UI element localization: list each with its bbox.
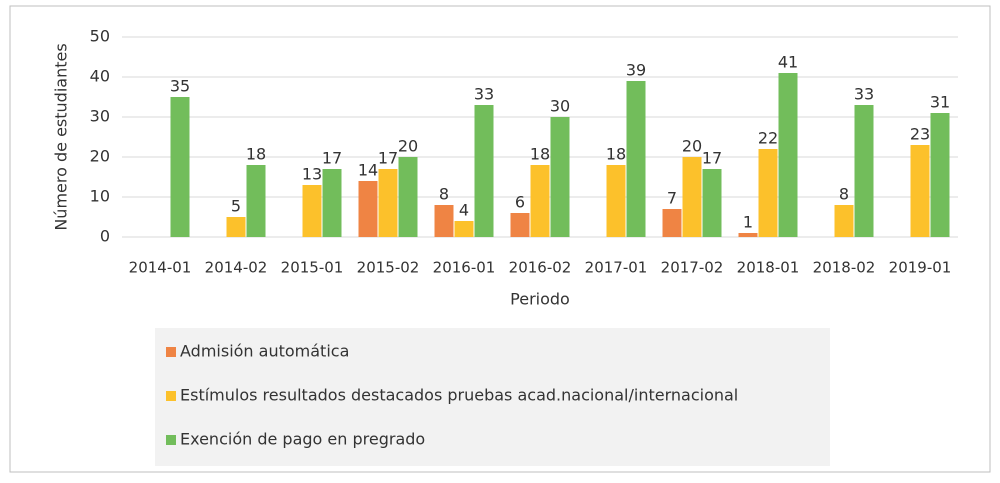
bar [738, 233, 758, 237]
bar [834, 205, 854, 237]
x-tick-label: 2017-02 [661, 259, 724, 277]
data-label: 20 [398, 137, 418, 156]
data-label: 33 [854, 85, 874, 104]
x-tick-label: 2016-02 [509, 259, 572, 277]
y-tick-label: 50 [90, 27, 110, 46]
bar [378, 169, 398, 237]
x-tick-label: 2018-01 [737, 259, 800, 277]
bar [226, 217, 246, 237]
data-label: 20 [682, 137, 702, 156]
data-label: 5 [231, 197, 241, 216]
data-label: 14 [358, 161, 378, 180]
bar [702, 169, 722, 237]
bar [682, 157, 702, 237]
bar [758, 149, 778, 237]
y-axis-title: Número de estudiantes [52, 43, 71, 230]
data-label: 18 [606, 145, 626, 164]
data-label: 23 [910, 125, 930, 144]
bar [302, 185, 322, 237]
y-tick-label: 0 [100, 227, 110, 246]
data-label: 17 [322, 149, 342, 168]
x-tick-label: 2014-02 [205, 259, 268, 277]
bar [550, 117, 570, 237]
legend-box [155, 328, 830, 466]
data-label: 1 [743, 213, 753, 232]
data-label: 17 [378, 149, 398, 168]
bar [854, 105, 874, 237]
data-label: 22 [758, 129, 778, 148]
bar [358, 181, 378, 237]
data-label: 18 [530, 145, 550, 164]
x-tick-label: 2015-02 [357, 259, 420, 277]
y-tick-label: 30 [90, 107, 110, 126]
y-tick-label: 40 [90, 67, 110, 86]
bar [530, 165, 550, 237]
bar [454, 221, 474, 237]
data-label: 31 [930, 93, 950, 112]
bar [434, 205, 454, 237]
bar [170, 97, 190, 237]
x-axis-title: Periodo [510, 290, 570, 309]
data-label: 18 [246, 145, 266, 164]
bar [606, 165, 626, 237]
bar [474, 105, 494, 237]
legend-swatch [166, 391, 176, 401]
legend-label: Exención de pago en pregrado [180, 430, 425, 449]
bar [930, 113, 950, 237]
bar [626, 81, 646, 237]
bar [510, 213, 530, 237]
data-label: 33 [474, 85, 494, 104]
legend-swatch [166, 347, 176, 357]
data-label: 13 [302, 165, 322, 184]
bar [322, 169, 342, 237]
bar [398, 157, 418, 237]
x-tick-label: 2017-01 [585, 259, 648, 277]
legend-label: Admisión automática [180, 342, 349, 361]
data-label: 8 [839, 185, 849, 204]
data-label: 41 [778, 53, 798, 72]
data-label: 17 [702, 149, 722, 168]
data-label: 35 [170, 77, 190, 96]
y-tick-label: 10 [90, 187, 110, 206]
legend-label: Estímulos resultados destacados pruebas … [180, 386, 738, 405]
x-tick-label: 2014-01 [129, 259, 192, 277]
legend-swatch [166, 435, 176, 445]
x-tick-label: 2015-01 [281, 259, 344, 277]
bar [778, 73, 798, 237]
data-label: 8 [439, 185, 449, 204]
data-label: 6 [515, 193, 525, 212]
y-tick-label: 20 [90, 147, 110, 166]
data-label: 4 [459, 201, 469, 220]
x-tick-label: 2018-02 [813, 259, 876, 277]
data-label: 7 [667, 189, 677, 208]
bar [662, 209, 682, 237]
data-label: 30 [550, 97, 570, 116]
bar [910, 145, 930, 237]
bar [246, 165, 266, 237]
x-tick-label: 2019-01 [889, 259, 952, 277]
x-tick-label: 2016-01 [433, 259, 496, 277]
data-label: 39 [626, 61, 646, 80]
